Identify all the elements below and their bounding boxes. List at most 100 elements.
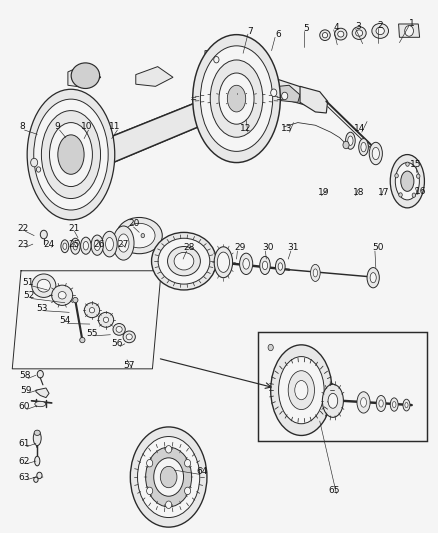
Ellipse shape — [279, 357, 324, 424]
Circle shape — [166, 446, 172, 453]
Circle shape — [399, 193, 402, 197]
Text: 15: 15 — [410, 160, 422, 168]
Ellipse shape — [311, 264, 320, 281]
Text: 6: 6 — [275, 30, 281, 39]
Ellipse shape — [73, 243, 78, 250]
Ellipse shape — [152, 232, 216, 290]
Text: 51: 51 — [23, 278, 34, 287]
Ellipse shape — [395, 163, 420, 200]
Ellipse shape — [217, 252, 230, 272]
Text: 12: 12 — [240, 125, 251, 133]
Text: 29: 29 — [234, 244, 246, 252]
Text: 56: 56 — [112, 340, 123, 348]
Ellipse shape — [73, 297, 78, 303]
Text: 22: 22 — [17, 224, 28, 232]
Ellipse shape — [27, 89, 115, 220]
Ellipse shape — [376, 27, 384, 35]
Ellipse shape — [49, 123, 92, 187]
Ellipse shape — [113, 226, 134, 260]
Text: 62: 62 — [18, 457, 30, 465]
Polygon shape — [399, 24, 420, 37]
Text: 21: 21 — [69, 224, 80, 232]
Circle shape — [147, 459, 153, 467]
Text: 23: 23 — [17, 240, 28, 248]
Ellipse shape — [126, 334, 132, 340]
Circle shape — [141, 233, 145, 238]
Ellipse shape — [84, 303, 99, 318]
Circle shape — [268, 344, 273, 351]
Ellipse shape — [98, 312, 114, 327]
Ellipse shape — [379, 400, 383, 407]
Ellipse shape — [359, 139, 368, 156]
Ellipse shape — [352, 27, 366, 39]
Ellipse shape — [322, 33, 328, 38]
Ellipse shape — [328, 393, 338, 408]
Circle shape — [37, 370, 43, 378]
Text: 25: 25 — [68, 240, 79, 248]
Ellipse shape — [37, 279, 50, 292]
Text: 28: 28 — [184, 244, 195, 252]
Circle shape — [166, 501, 172, 508]
Text: 4: 4 — [334, 23, 339, 32]
Ellipse shape — [123, 331, 135, 343]
Ellipse shape — [80, 337, 85, 343]
Ellipse shape — [313, 269, 318, 277]
Ellipse shape — [288, 371, 314, 409]
Ellipse shape — [91, 235, 103, 255]
Text: 31: 31 — [288, 244, 299, 252]
Circle shape — [184, 459, 191, 467]
Circle shape — [147, 487, 153, 495]
Text: 16: 16 — [415, 188, 426, 196]
Ellipse shape — [154, 458, 184, 496]
Text: 19: 19 — [318, 189, 330, 197]
Ellipse shape — [390, 155, 424, 208]
Ellipse shape — [158, 238, 210, 284]
Ellipse shape — [376, 395, 386, 411]
Ellipse shape — [262, 261, 268, 270]
Text: 20: 20 — [128, 220, 139, 228]
Text: 65: 65 — [328, 486, 339, 495]
Ellipse shape — [271, 345, 332, 435]
Bar — [258, 332, 427, 441]
Text: 52: 52 — [23, 292, 34, 300]
Ellipse shape — [34, 99, 108, 210]
Ellipse shape — [58, 292, 66, 299]
Text: 58: 58 — [20, 371, 31, 379]
Ellipse shape — [32, 274, 56, 297]
Text: 3: 3 — [355, 22, 361, 31]
Ellipse shape — [81, 237, 91, 254]
Ellipse shape — [357, 392, 370, 413]
Ellipse shape — [116, 326, 122, 333]
Ellipse shape — [260, 256, 270, 274]
Ellipse shape — [138, 437, 200, 518]
Text: 11: 11 — [109, 123, 120, 131]
Circle shape — [271, 89, 277, 96]
Circle shape — [40, 230, 47, 239]
Ellipse shape — [390, 398, 398, 411]
Ellipse shape — [35, 401, 46, 407]
Ellipse shape — [322, 384, 343, 417]
Ellipse shape — [174, 253, 194, 270]
Text: 55: 55 — [86, 329, 98, 337]
Ellipse shape — [240, 253, 253, 274]
Text: 14: 14 — [353, 125, 365, 133]
Text: 53: 53 — [36, 304, 47, 312]
Ellipse shape — [278, 263, 283, 270]
Ellipse shape — [295, 381, 308, 400]
Text: 63: 63 — [18, 473, 30, 481]
Circle shape — [282, 92, 288, 100]
Ellipse shape — [346, 132, 355, 149]
Polygon shape — [36, 388, 49, 398]
Ellipse shape — [369, 142, 382, 165]
Ellipse shape — [58, 135, 84, 174]
Text: 60: 60 — [18, 402, 30, 410]
Ellipse shape — [61, 240, 69, 253]
Polygon shape — [68, 64, 101, 88]
Polygon shape — [272, 77, 315, 108]
Ellipse shape — [131, 427, 207, 527]
Ellipse shape — [113, 324, 125, 335]
Circle shape — [406, 162, 409, 166]
Text: 50: 50 — [372, 244, 383, 252]
Ellipse shape — [320, 30, 330, 41]
Text: 61: 61 — [18, 439, 30, 448]
